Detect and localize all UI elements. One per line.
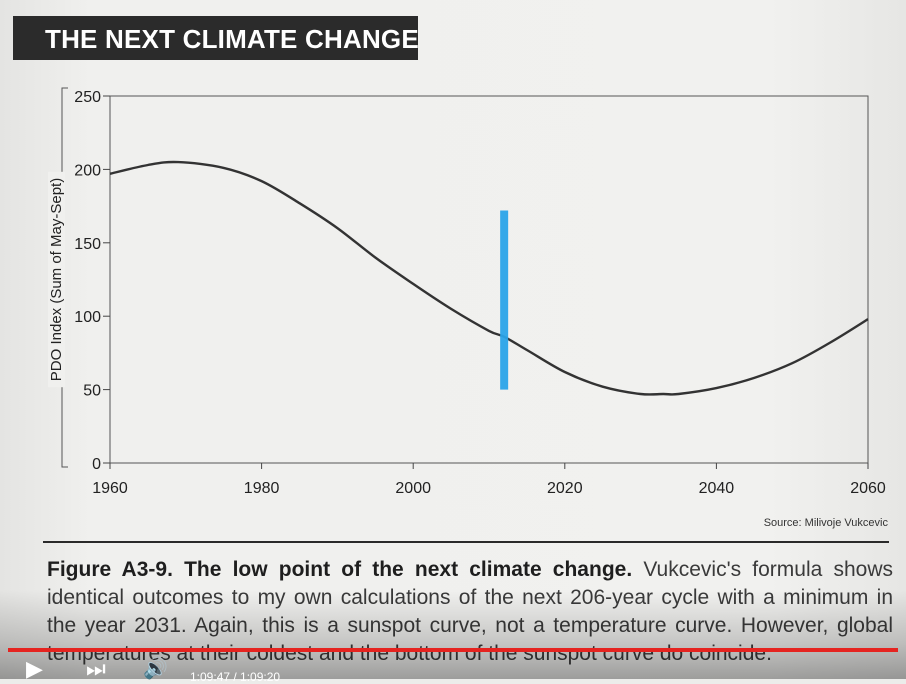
x-tick-label-4: 2040	[699, 480, 735, 497]
progress-fill	[8, 648, 898, 652]
player-controls: ▶ ⏭ 🔊 1:09:47 / 1:09:20	[0, 656, 906, 684]
y-axis-title-backing	[48, 171, 65, 388]
volume-icon[interactable]: 🔊	[143, 658, 168, 680]
title-banner: THE NEXT CLIMATE CHANGE	[13, 16, 419, 60]
caption-body: Vukcevic's formula shows identical outco…	[47, 558, 893, 665]
x-tick-label-3: 2020	[547, 480, 583, 497]
y-tick-label-3: 150	[74, 236, 101, 253]
y-tick-label-2: 100	[74, 309, 101, 326]
page-title: THE NEXT CLIMATE CHANGE	[45, 24, 419, 54]
play-icon[interactable]: ▶	[26, 656, 43, 681]
y-tick-label-5: 250	[74, 89, 101, 106]
next-icon[interactable]: ⏭	[86, 656, 106, 681]
x-tick-label-1: 1980	[244, 480, 280, 497]
figure-caption: Figure A3-9. The low point of the next c…	[47, 556, 893, 668]
marker-bar-0	[500, 210, 509, 390]
progress-bar[interactable]	[8, 648, 898, 652]
y-tick-label-4: 200	[74, 162, 101, 179]
x-tick-label-2: 2000	[395, 480, 431, 497]
time-display: 1:09:47 / 1:09:20	[190, 670, 281, 684]
y-tick-label-1: 50	[83, 383, 101, 400]
caption-lead: Figure A3-9. The low point of the next c…	[47, 558, 633, 581]
pdo-chart: 0 50 100 150 200 250 1960 1980 2000 2020 2040 2060 P…	[48, 87, 889, 529]
plot-frame	[109, 95, 869, 464]
x-tick-label-0: 1960	[92, 480, 128, 497]
y-tick-label-0: 0	[92, 456, 101, 473]
x-tick-label-5: 2060	[850, 480, 886, 497]
y-axis-title: PDO Index (Sum of May-Sept)	[48, 178, 65, 381]
series-line-0	[109, 160, 869, 396]
caption-rule	[43, 541, 889, 543]
source-note: Source: Milivoje Vukcevic	[764, 517, 889, 529]
